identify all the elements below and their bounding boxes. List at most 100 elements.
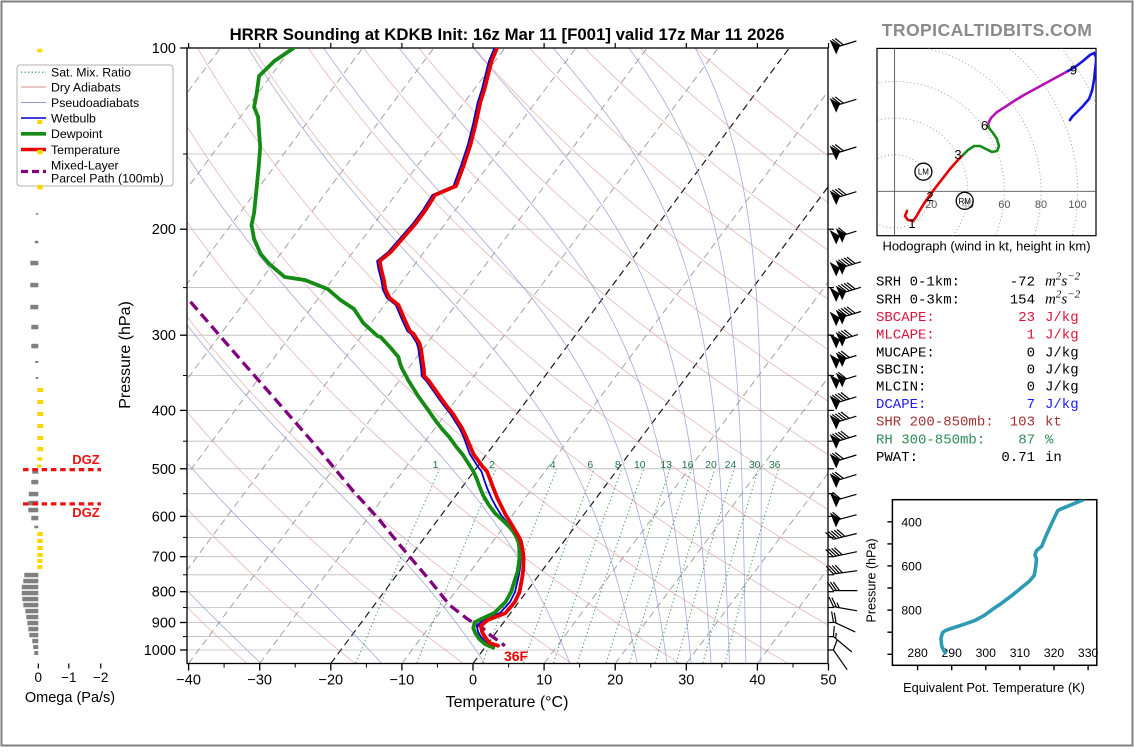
svg-text:0: 0: [1027, 345, 1035, 361]
svg-text:MLCIN:: MLCIN:: [876, 379, 926, 395]
svg-text:7: 7: [1027, 397, 1035, 413]
svg-text:−30: −30: [247, 673, 272, 689]
svg-text:1: 1: [908, 216, 915, 231]
svg-text:10: 10: [634, 459, 646, 471]
svg-text:Dry Adiabats: Dry Adiabats: [51, 80, 121, 94]
svg-text:3: 3: [954, 147, 961, 162]
svg-text:36F: 36F: [504, 648, 529, 664]
svg-text:400: 400: [901, 515, 922, 529]
svg-text:320: 320: [1044, 646, 1065, 660]
svg-text:50: 50: [820, 673, 836, 689]
svg-text:MUCAPE:: MUCAPE:: [876, 345, 935, 361]
svg-text:SBCIN:: SBCIN:: [876, 362, 926, 378]
svg-text:2: 2: [926, 189, 933, 204]
svg-text:Dewpoint: Dewpoint: [51, 127, 103, 141]
svg-text:Wetbulb: Wetbulb: [51, 111, 96, 125]
svg-text:800: 800: [152, 585, 176, 601]
svg-text:Omega (Pa/s): Omega (Pa/s): [25, 690, 115, 706]
svg-text:40: 40: [749, 673, 765, 689]
svg-text:Pseudoadiabats: Pseudoadiabats: [51, 96, 139, 110]
svg-text:TROPICALTIDBITS.COM: TROPICALTIDBITS.COM: [882, 20, 1093, 40]
svg-text:%: %: [1045, 432, 1054, 448]
svg-text:100: 100: [152, 41, 176, 57]
svg-text:in: in: [1045, 450, 1062, 466]
svg-text:600: 600: [901, 559, 922, 573]
svg-text:36: 36: [769, 459, 781, 471]
svg-text:103: 103: [1010, 415, 1035, 431]
svg-text:DGZ: DGZ: [72, 505, 100, 520]
svg-text:J/kg: J/kg: [1045, 397, 1079, 413]
svg-text:800: 800: [901, 604, 922, 618]
svg-text:900: 900: [152, 616, 176, 632]
svg-text:0: 0: [1027, 379, 1035, 395]
svg-text:16: 16: [682, 459, 694, 471]
svg-text:300: 300: [976, 646, 997, 660]
svg-text:6: 6: [587, 459, 593, 471]
svg-text:HRRR Sounding at KDKB Init: 16: HRRR Sounding at KDKB Init: 16z Mar 11 […: [230, 25, 785, 44]
svg-text:0: 0: [1027, 362, 1035, 378]
svg-text:Parcel Path (100mb): Parcel Path (100mb): [51, 172, 164, 186]
svg-text:RH 300-850mb:: RH 300-850mb:: [876, 432, 985, 448]
svg-text:Equivalent Pot. Temperature (K: Equivalent Pot. Temperature (K): [903, 680, 1085, 695]
svg-text:13: 13: [660, 459, 672, 471]
svg-text:500: 500: [152, 462, 176, 478]
svg-text:80: 80: [1035, 199, 1047, 211]
svg-text:200: 200: [152, 222, 176, 238]
svg-text:30: 30: [749, 459, 761, 471]
svg-text:SRH 0-1km:: SRH 0-1km:: [876, 275, 960, 291]
svg-text:1: 1: [433, 459, 439, 471]
svg-text:PWAT:: PWAT:: [876, 450, 918, 466]
svg-text:Hodograph (wind in kt, height: Hodograph (wind in kt, height in km): [882, 239, 1090, 254]
svg-text:SRH 0-3km:: SRH 0-3km:: [876, 292, 960, 308]
svg-text:−40: −40: [176, 673, 201, 689]
svg-text:60: 60: [998, 199, 1010, 211]
svg-text:1: 1: [1027, 328, 1035, 344]
svg-text:−20: −20: [318, 673, 343, 689]
svg-text:Pressure (hPa): Pressure (hPa): [117, 301, 134, 409]
svg-text:LM: LM: [918, 168, 929, 177]
svg-text:20: 20: [705, 459, 717, 471]
svg-text:20: 20: [607, 673, 623, 689]
svg-text:400: 400: [152, 403, 176, 419]
svg-text:Sat. Mix. Ratio: Sat. Mix. Ratio: [51, 66, 131, 80]
svg-text:6: 6: [981, 118, 988, 133]
svg-text:0: 0: [469, 673, 477, 689]
svg-text:MLCAPE:: MLCAPE:: [876, 328, 935, 344]
svg-text:4: 4: [550, 459, 556, 471]
svg-text:280: 280: [907, 646, 928, 660]
svg-text:Temperature (°C): Temperature (°C): [446, 694, 569, 711]
svg-text:DCAPE:: DCAPE:: [876, 397, 926, 413]
svg-text:1000: 1000: [144, 643, 176, 659]
svg-text:23: 23: [1018, 310, 1035, 326]
svg-text:700: 700: [152, 550, 176, 566]
svg-text:30: 30: [678, 673, 694, 689]
svg-text:0: 0: [35, 670, 43, 685]
svg-text:10: 10: [536, 673, 552, 689]
svg-text:Mixed-Layer: Mixed-Layer: [51, 159, 119, 173]
svg-text:−2: −2: [93, 670, 108, 685]
svg-text:9: 9: [1070, 63, 1077, 78]
svg-text:600: 600: [152, 509, 176, 525]
svg-text:2: 2: [489, 459, 495, 471]
svg-text:−10: −10: [390, 673, 415, 689]
svg-text:−1: −1: [61, 670, 76, 685]
svg-text:J/kg: J/kg: [1045, 328, 1079, 344]
svg-text:SBCAPE:: SBCAPE:: [876, 310, 935, 326]
svg-text:24: 24: [725, 459, 737, 471]
svg-text:J/kg: J/kg: [1045, 362, 1079, 378]
svg-text:154: 154: [1010, 292, 1035, 308]
svg-text:DGZ: DGZ: [72, 452, 100, 467]
svg-text:300: 300: [152, 328, 176, 344]
svg-text:Temperature: Temperature: [51, 143, 120, 157]
svg-text:SHR 200-850mb:: SHR 200-850mb:: [876, 415, 994, 431]
svg-text:J/kg: J/kg: [1045, 379, 1079, 395]
svg-text:100: 100: [1068, 199, 1086, 211]
svg-text:330: 330: [1078, 646, 1099, 660]
svg-text:RM: RM: [958, 197, 971, 206]
svg-text:87: 87: [1018, 432, 1035, 448]
svg-text:J/kg: J/kg: [1045, 345, 1079, 361]
svg-text:0.71: 0.71: [1001, 450, 1035, 466]
svg-text:kt: kt: [1045, 415, 1062, 431]
svg-text:8: 8: [615, 459, 621, 471]
svg-text:Pressure (hPa): Pressure (hPa): [865, 538, 879, 622]
